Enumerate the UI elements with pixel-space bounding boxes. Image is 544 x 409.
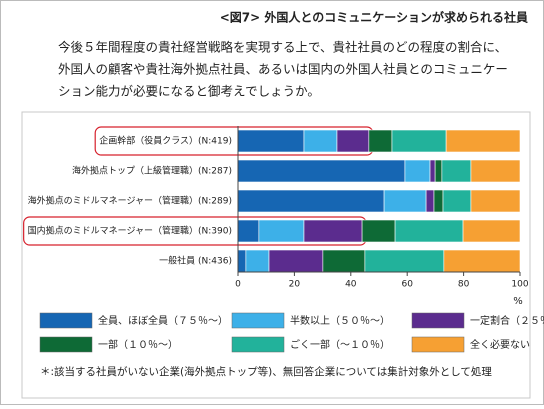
bar-segment — [237, 219, 260, 243]
y-tick-label: 国内拠点のミドルマネージャー（管理職）(N:390) — [28, 225, 232, 237]
chart-box — [21, 111, 531, 399]
bar-segment — [394, 219, 464, 243]
bar-segment — [237, 189, 385, 213]
bar-segment — [368, 129, 393, 153]
bar-segment — [425, 189, 435, 213]
y-tick-label: 企画幹部（役員クラス）(N:419) — [99, 135, 232, 147]
legend-label: 一定割合（２５％～） — [470, 314, 544, 327]
bar-segment — [303, 129, 338, 153]
x-tick-label: 20 — [289, 280, 301, 290]
bar-segment — [364, 249, 445, 273]
bar-segment — [429, 159, 436, 183]
legend-swatch — [411, 312, 465, 329]
bar-segment — [245, 249, 270, 273]
legend-swatch — [39, 312, 93, 329]
bar-segment — [462, 219, 521, 243]
bar-segment — [383, 189, 427, 213]
bar-segment — [322, 249, 366, 273]
bar-segment — [336, 129, 370, 153]
subtitle-line: 今後５年間程度の貴社経営戦略を実現する上で、貴社社員のどの程度の割合に、 — [58, 40, 507, 55]
bar-segment — [391, 129, 447, 153]
bar-segment — [445, 129, 521, 153]
legend-swatch — [39, 336, 93, 353]
legend-label: 半数以上（５０％～） — [290, 314, 390, 327]
bar-segment — [470, 189, 521, 213]
x-axis-label: % — [513, 296, 523, 307]
bar-segment — [470, 159, 521, 183]
legend-swatch — [231, 312, 285, 329]
y-tick-label: 一般社員 (N:436) — [159, 255, 232, 267]
bar-segment — [361, 219, 396, 243]
bar-segment — [434, 159, 443, 183]
bar-segment — [237, 129, 305, 153]
bar-segment — [268, 249, 324, 273]
legend-label: 全員、ほぼ全員（７５％～） — [98, 314, 228, 327]
y-tick-label: 海外拠点トップ（上級管理職）(N:287) — [72, 165, 232, 177]
legend-swatch — [411, 336, 465, 353]
subtitle-line: 外国人の顧客や貴社海外拠点社員、あるいは国内の外国人社員とのコミュニケー — [58, 62, 508, 77]
legend-label: 一部（１０％～） — [98, 338, 178, 351]
x-tick-label: 40 — [345, 280, 357, 290]
bar-segment — [303, 219, 363, 243]
bar-segment — [258, 219, 305, 243]
x-tick-label: 60 — [401, 280, 413, 290]
bar-segment — [404, 159, 431, 183]
bar-segment — [237, 249, 247, 273]
chart-title: <図7> 外国人とのコミュニケーションが求められる社員 — [220, 10, 528, 25]
y-tick-label: 海外拠点のミドルマネージャー（管理職）(N:289) — [28, 195, 232, 207]
bar-segment — [237, 159, 406, 183]
footnote: ＊:該当する社員がいない企業(海外拠点トップ等)、無回答企業については集計対象外… — [40, 365, 492, 378]
bar-segment — [433, 189, 444, 213]
legend-label: ごく一部（～１０％） — [290, 338, 390, 351]
bar-segment — [443, 249, 521, 273]
bar-segment — [441, 159, 472, 183]
x-tick-label: 80 — [458, 280, 470, 290]
legend-label: 全く必要ない — [470, 338, 530, 351]
subtitle-line: ション能力が必要になると御考えでしょうか。 — [58, 84, 320, 99]
x-tick-label: 0 — [235, 280, 241, 290]
legend-swatch — [231, 336, 285, 353]
x-tick-label: 100 — [511, 280, 528, 290]
bar-segment — [442, 189, 472, 213]
